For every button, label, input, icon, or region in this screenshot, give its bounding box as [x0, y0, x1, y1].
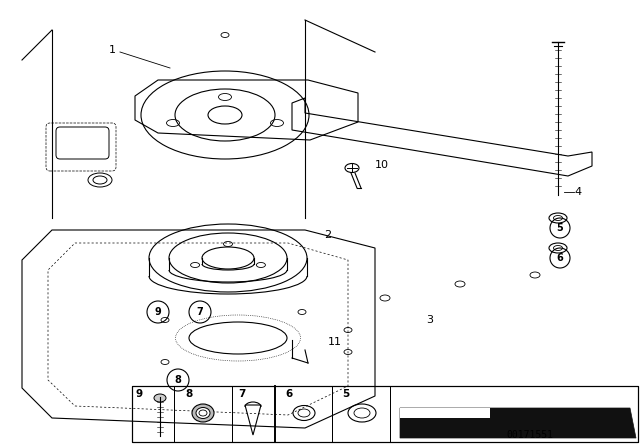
- Text: 6: 6: [285, 389, 292, 399]
- Text: 00171551: 00171551: [506, 430, 554, 440]
- Text: 2: 2: [324, 230, 332, 240]
- Bar: [132, 386, 638, 442]
- Bar: [132, 386, 638, 442]
- Text: 10: 10: [375, 160, 389, 170]
- Text: 9: 9: [155, 307, 161, 317]
- Text: 9: 9: [136, 389, 143, 399]
- Text: 7: 7: [196, 307, 204, 317]
- Text: 5: 5: [342, 389, 349, 399]
- Text: 8: 8: [175, 375, 181, 385]
- Text: 1: 1: [109, 45, 115, 55]
- Ellipse shape: [192, 404, 214, 422]
- Text: 8: 8: [185, 389, 192, 399]
- Text: 7: 7: [238, 389, 245, 399]
- Text: 6: 6: [557, 253, 563, 263]
- Text: 3: 3: [426, 315, 433, 325]
- Text: 4: 4: [575, 187, 582, 197]
- Polygon shape: [400, 408, 490, 418]
- Polygon shape: [400, 408, 636, 438]
- Text: 11: 11: [328, 337, 342, 347]
- Text: 5: 5: [557, 223, 563, 233]
- Ellipse shape: [196, 408, 210, 418]
- Ellipse shape: [154, 394, 166, 402]
